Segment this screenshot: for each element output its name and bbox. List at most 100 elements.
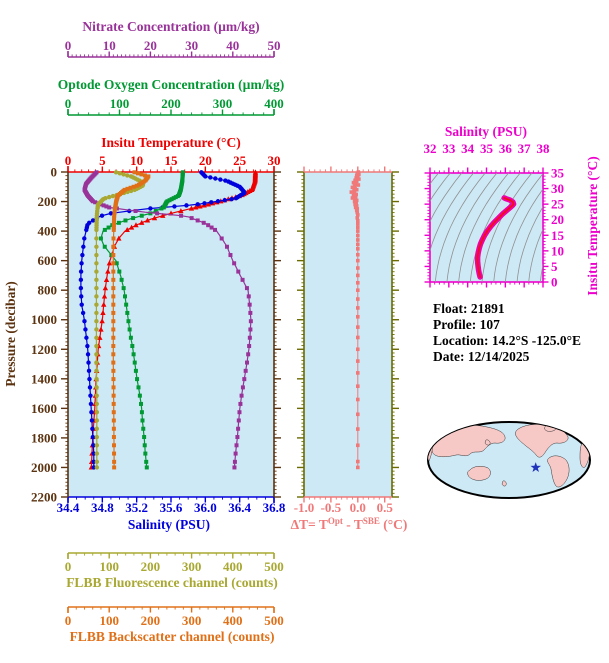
tick-label: 0 <box>65 38 72 53</box>
tick-label: 100 <box>110 96 130 111</box>
tick-label: 37 <box>518 141 532 156</box>
tick-label: 200 <box>141 613 161 628</box>
tick-label: -0.5 <box>321 500 342 515</box>
fluorescence-axis-title: FLBB Fluorescence channel (counts) <box>66 575 278 590</box>
tick-label: 200 <box>38 194 58 209</box>
tick-label: 600 <box>38 253 58 268</box>
tick-label: 35 <box>480 141 494 156</box>
tick-label: 35 <box>551 166 565 181</box>
tick-label: 15 <box>165 153 179 168</box>
tick-label: 200 <box>161 96 181 111</box>
nitrate-axis: 0 10 20 30 40 50 <box>65 38 281 58</box>
salinity-axis-title: Salinity (PSU) <box>128 517 210 532</box>
delta-t-curve <box>349 170 361 470</box>
tick-label: 800 <box>38 283 58 298</box>
tick-label: 200 <box>141 559 161 574</box>
tick-label: 0 <box>551 275 558 290</box>
tick-label: 2000 <box>31 460 57 475</box>
plot-backgrounds <box>68 172 543 497</box>
tick-label: 400 <box>223 613 243 628</box>
pressure-axis: 0 200 400 600 800 1000 1200 1400 1600 1800 2000 220… <box>31 165 281 505</box>
tick-label: 5 <box>551 259 558 274</box>
tick-label: 33 <box>442 141 456 156</box>
tick-label: 10 <box>551 243 564 258</box>
tick-label: 500 <box>264 613 284 628</box>
salinity-axis: 34.4 34.8 35.2 35.6 36.0 36.4 36.8 <box>57 496 286 515</box>
tick-label: 35.2 <box>125 500 148 515</box>
float-location-star <box>530 462 541 472</box>
tick-label: 400 <box>223 559 243 574</box>
tick-label: 20 <box>199 153 212 168</box>
tick-label: 0 <box>65 96 72 111</box>
tick-label: 100 <box>99 613 119 628</box>
tick-label: 36.8 <box>263 500 286 515</box>
tick-label: 20 <box>144 38 157 53</box>
tick-label: 400 <box>38 224 58 239</box>
backscatter-profile-curve <box>111 170 151 470</box>
tick-label: 36 <box>499 141 513 156</box>
ts-density-contours <box>430 173 543 282</box>
tick-label: 100 <box>99 559 119 574</box>
tick-label: 25 <box>233 153 247 168</box>
tick-label: 34 <box>461 141 475 156</box>
tick-label: 0 <box>51 165 58 180</box>
info-row-location: Location: 14.2°S -125.0°E <box>433 333 581 348</box>
tick-label: 36.0 <box>194 500 217 515</box>
temperature-axis: 0 5 10 15 20 25 30 <box>65 153 281 173</box>
tick-label: -1.0 <box>294 500 315 515</box>
world-map <box>427 421 591 499</box>
tick-label: 40 <box>226 38 239 53</box>
tick-label: 1400 <box>31 371 57 386</box>
ts-temperature-title: Insitu Temperature (°C) <box>585 156 600 295</box>
tick-label: 500 <box>264 559 284 574</box>
oxygen-axis-title: Optode Oxygen Concentration (µm/kg) <box>58 77 284 92</box>
info-row-profile: Profile: 107 <box>433 317 500 332</box>
tick-label: 300 <box>182 613 202 628</box>
tick-label: 300 <box>213 96 233 111</box>
tick-label: 1200 <box>31 342 57 357</box>
nitrate-axis-title: Nitrate Concentration (µm/kg) <box>82 19 259 34</box>
tick-label: 2200 <box>31 490 57 505</box>
tick-label: 25 <box>551 197 565 212</box>
pressure-axis-title: Pressure (decibar) <box>3 281 18 387</box>
tick-label: 300 <box>182 559 202 574</box>
tick-label: 0 <box>65 559 72 574</box>
tick-label: 0.0 <box>350 500 366 515</box>
ts-curve <box>474 195 517 280</box>
nitrate-profile-curve <box>82 170 253 470</box>
temperature-axis-title: Insitu Temperature (°C) <box>101 135 240 150</box>
tick-label: 1000 <box>31 312 57 327</box>
tick-label: 10 <box>103 38 116 53</box>
tick-label: 5 <box>99 153 106 168</box>
info-row-float: Float: 21891 <box>433 301 505 316</box>
tick-label: 34.4 <box>57 500 80 515</box>
delta-t-axis-title: ΔT= TOpt - TSBE (°C) <box>291 516 408 532</box>
tick-label: 32 <box>424 141 437 156</box>
backscatter-axis: 0 100 200 300 400 500 <box>65 606 284 628</box>
fluorescence-axis: 0 100 200 300 400 500 <box>65 552 284 574</box>
tick-label: 10 <box>130 153 143 168</box>
tick-label: 36.4 <box>228 500 251 515</box>
tick-label: 20 <box>551 212 564 227</box>
tick-label: 0 <box>65 153 72 168</box>
tick-label: 38 <box>537 141 551 156</box>
tick-label: 30 <box>185 38 198 53</box>
delta-t-panel-axes: -1.0 -0.5 0.0 0.5 <box>294 166 399 515</box>
tick-label: 15 <box>551 228 565 243</box>
info-row-date: Date: 12/14/2025 <box>433 349 530 364</box>
ts-salinity-title: Salinity (PSU) <box>445 124 527 139</box>
tick-label: 34.8 <box>91 500 114 515</box>
tick-label: 0.5 <box>377 500 394 515</box>
tick-label: 1800 <box>31 430 57 445</box>
oxygen-axis: 0 100 200 300 400 <box>65 96 284 116</box>
tick-label: 30 <box>268 153 281 168</box>
tick-label: 0 <box>65 613 72 628</box>
tick-label: 50 <box>268 38 281 53</box>
tick-label: 400 <box>264 96 284 111</box>
tick-label: 1600 <box>31 401 57 416</box>
